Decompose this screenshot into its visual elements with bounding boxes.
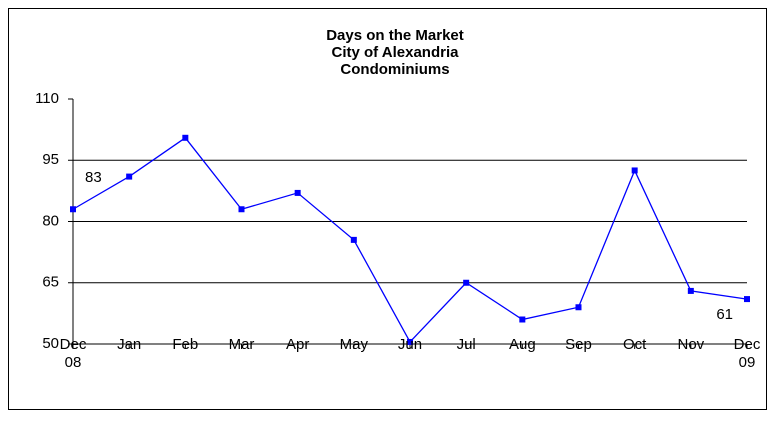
data-point xyxy=(744,296,750,303)
y-tick-label: 50 xyxy=(42,335,59,352)
x-tick-label: May xyxy=(339,336,368,353)
x-tick-label: Dec 09 xyxy=(733,336,761,371)
chart-border xyxy=(8,8,767,410)
data-point xyxy=(687,287,694,294)
y-tick-label: 65 xyxy=(42,274,59,291)
x-tick-label: Dec 08 xyxy=(59,336,87,371)
data-point xyxy=(463,279,470,286)
x-tick-label: Aug xyxy=(508,336,536,353)
data-label: 83 xyxy=(85,169,102,186)
data-point xyxy=(294,189,301,196)
data-point xyxy=(631,167,638,174)
data-point xyxy=(238,206,245,213)
data-point xyxy=(182,134,189,141)
chart-title: City of Alexandria xyxy=(332,44,460,61)
x-tick-label: Apr xyxy=(285,336,310,353)
y-tick-label: 80 xyxy=(42,212,59,229)
x-tick-label: Jan xyxy=(117,336,142,353)
data-point xyxy=(126,173,133,180)
x-tick-label: Mar xyxy=(228,336,255,353)
x-tick-label: Jun xyxy=(397,336,423,353)
data-point xyxy=(407,338,413,345)
chart-title: Condominiums xyxy=(340,61,449,78)
data-point xyxy=(519,316,526,323)
x-tick-label: Oct xyxy=(622,336,647,353)
data-label: 61 xyxy=(716,306,733,323)
x-tick-label: Nov xyxy=(677,336,705,353)
data-point xyxy=(575,304,582,311)
x-tick-label: Feb xyxy=(172,336,199,353)
x-tick-label: Jul xyxy=(456,336,476,353)
y-tick-label: 95 xyxy=(42,151,59,168)
y-tick-label: 110 xyxy=(35,90,59,107)
x-tick-label: Sep xyxy=(565,336,592,353)
data-point xyxy=(350,236,357,243)
data-point xyxy=(70,206,76,213)
chart-title: Days on the Market xyxy=(326,27,464,44)
